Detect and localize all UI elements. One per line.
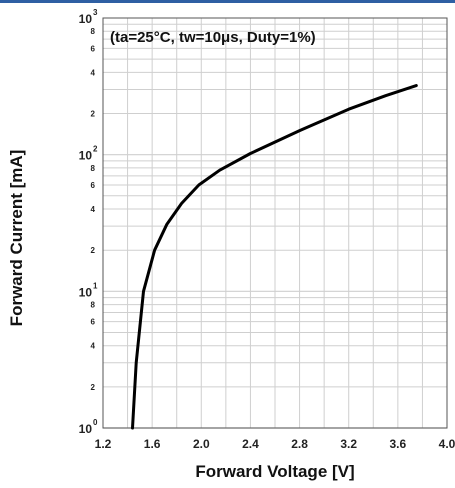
y-tick-label-minor: 2: [91, 246, 96, 255]
y-axis-label: Forward Current [mA]: [7, 150, 26, 327]
y-tick-label-minor: 8: [91, 164, 96, 173]
x-tick-label: 3.6: [390, 437, 407, 451]
y-tick-label-minor: 4: [91, 68, 96, 77]
y-tick-base: 10: [79, 422, 93, 436]
y-tick-label-minor: 6: [91, 181, 96, 190]
y-tick-label-major: 10 1: [79, 281, 98, 299]
header-accent-bar: [0, 0, 455, 3]
y-tick-label-minor: 8: [91, 301, 96, 310]
y-tick-label-minor: 6: [91, 318, 96, 327]
y-tick-exponent: 2: [93, 145, 98, 154]
y-tick-label-major: 10 0: [79, 418, 98, 436]
y-tick-label-minor: 4: [91, 342, 96, 351]
x-tick-labels: 1.2 1.6 2.0 2.4 2.8 3.2 3.6 4.0: [95, 437, 455, 451]
y-tick-label-minor: 8: [91, 27, 96, 36]
y-tick-label-minor: 4: [91, 205, 96, 214]
plot-grid: [102, 18, 448, 429]
x-axis-label: Forward Voltage [V]: [195, 462, 354, 481]
y-tick-label-minor: 2: [91, 383, 96, 392]
plot-frame: [102, 17, 448, 429]
y-tick-exponent: 0: [93, 418, 98, 427]
x-tick-label: 2.0: [193, 437, 210, 451]
x-tick-label: 3.2: [340, 437, 357, 451]
x-tick-label: 4.0: [439, 437, 455, 451]
y-tick-label-major: 10 3: [79, 8, 98, 26]
x-tick-label: 1.2: [95, 437, 112, 451]
y-tick-base: 10: [79, 12, 93, 26]
y-tick-label-minor: 2: [91, 110, 96, 119]
x-tick-label: 2.8: [291, 437, 308, 451]
y-tick-base: 10: [79, 149, 93, 163]
x-tick-label: 1.6: [144, 437, 161, 451]
y-tick-base: 10: [79, 285, 93, 299]
x-tick-label: 2.4: [242, 437, 259, 451]
y-tick-label-minor: 6: [91, 44, 96, 53]
series-line: [131, 84, 418, 430]
y-tick-exponent: 1: [93, 281, 98, 290]
y-tick-exponent: 3: [93, 8, 98, 17]
y-tick-label-major: 10 2: [79, 145, 98, 163]
conditions-annotation: (ta=25°C, tw=10μs, Duty=1%): [110, 29, 316, 46]
